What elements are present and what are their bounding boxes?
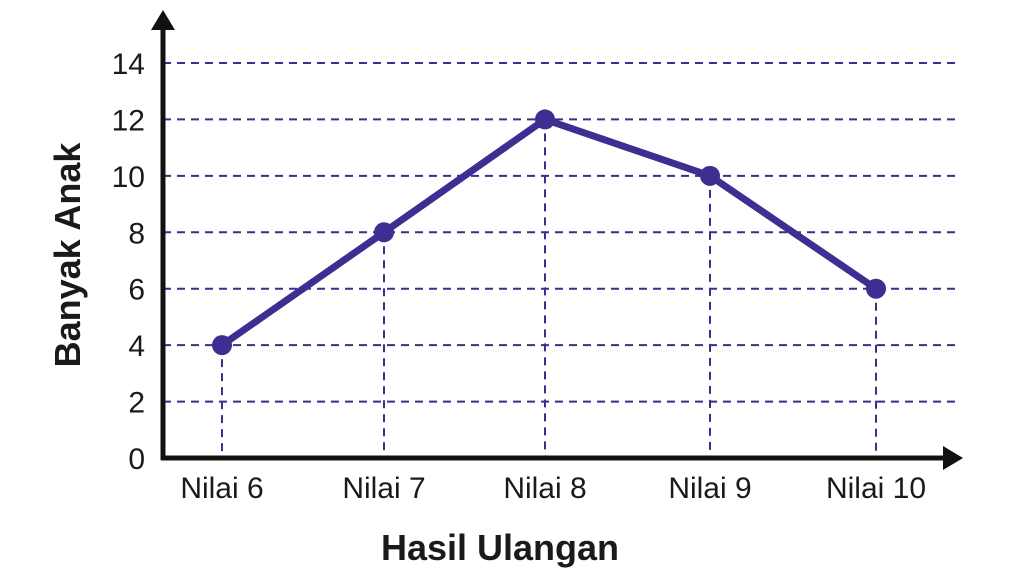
- y-axis-arrow: [151, 10, 175, 30]
- x-tick-label: Nilai 8: [503, 472, 586, 505]
- vertical-gridlines: [221, 119, 877, 458]
- data-point-0: [212, 335, 232, 356]
- x-tick-label: Nilai 7: [342, 472, 425, 505]
- data-point-2: [535, 109, 555, 130]
- y-tick-label: 4: [128, 330, 145, 363]
- axes: [151, 10, 963, 470]
- y-tick-label: 14: [112, 48, 145, 81]
- data-point-4: [866, 278, 886, 299]
- x-axis-title: Hasil Ulangan: [381, 527, 619, 568]
- y-tick-label: 6: [128, 274, 145, 307]
- x-axis-arrow: [943, 446, 963, 470]
- y-tick-label: 10: [112, 161, 145, 194]
- y-tick-label: 8: [128, 217, 145, 250]
- y-tick-labels: 0 2 4 6 8 10 12 14: [112, 48, 145, 476]
- data-points: [212, 109, 886, 356]
- x-tick-label: Nilai 10: [826, 472, 926, 505]
- y-tick-label: 2: [128, 387, 145, 420]
- data-point-3: [700, 165, 720, 186]
- x-tick-label: Nilai 6: [180, 472, 263, 505]
- y-axis-title: Banyak Anak: [47, 142, 88, 368]
- data-point-1: [374, 222, 394, 243]
- x-tick-labels: Nilai 6 Nilai 7 Nilai 8 Nilai 9 Nilai 10: [180, 472, 926, 505]
- x-tick-label: Nilai 9: [668, 472, 751, 505]
- y-tick-label: 12: [112, 104, 145, 137]
- y-tick-label: 0: [128, 443, 145, 476]
- horizontal-gridlines: [163, 62, 960, 403]
